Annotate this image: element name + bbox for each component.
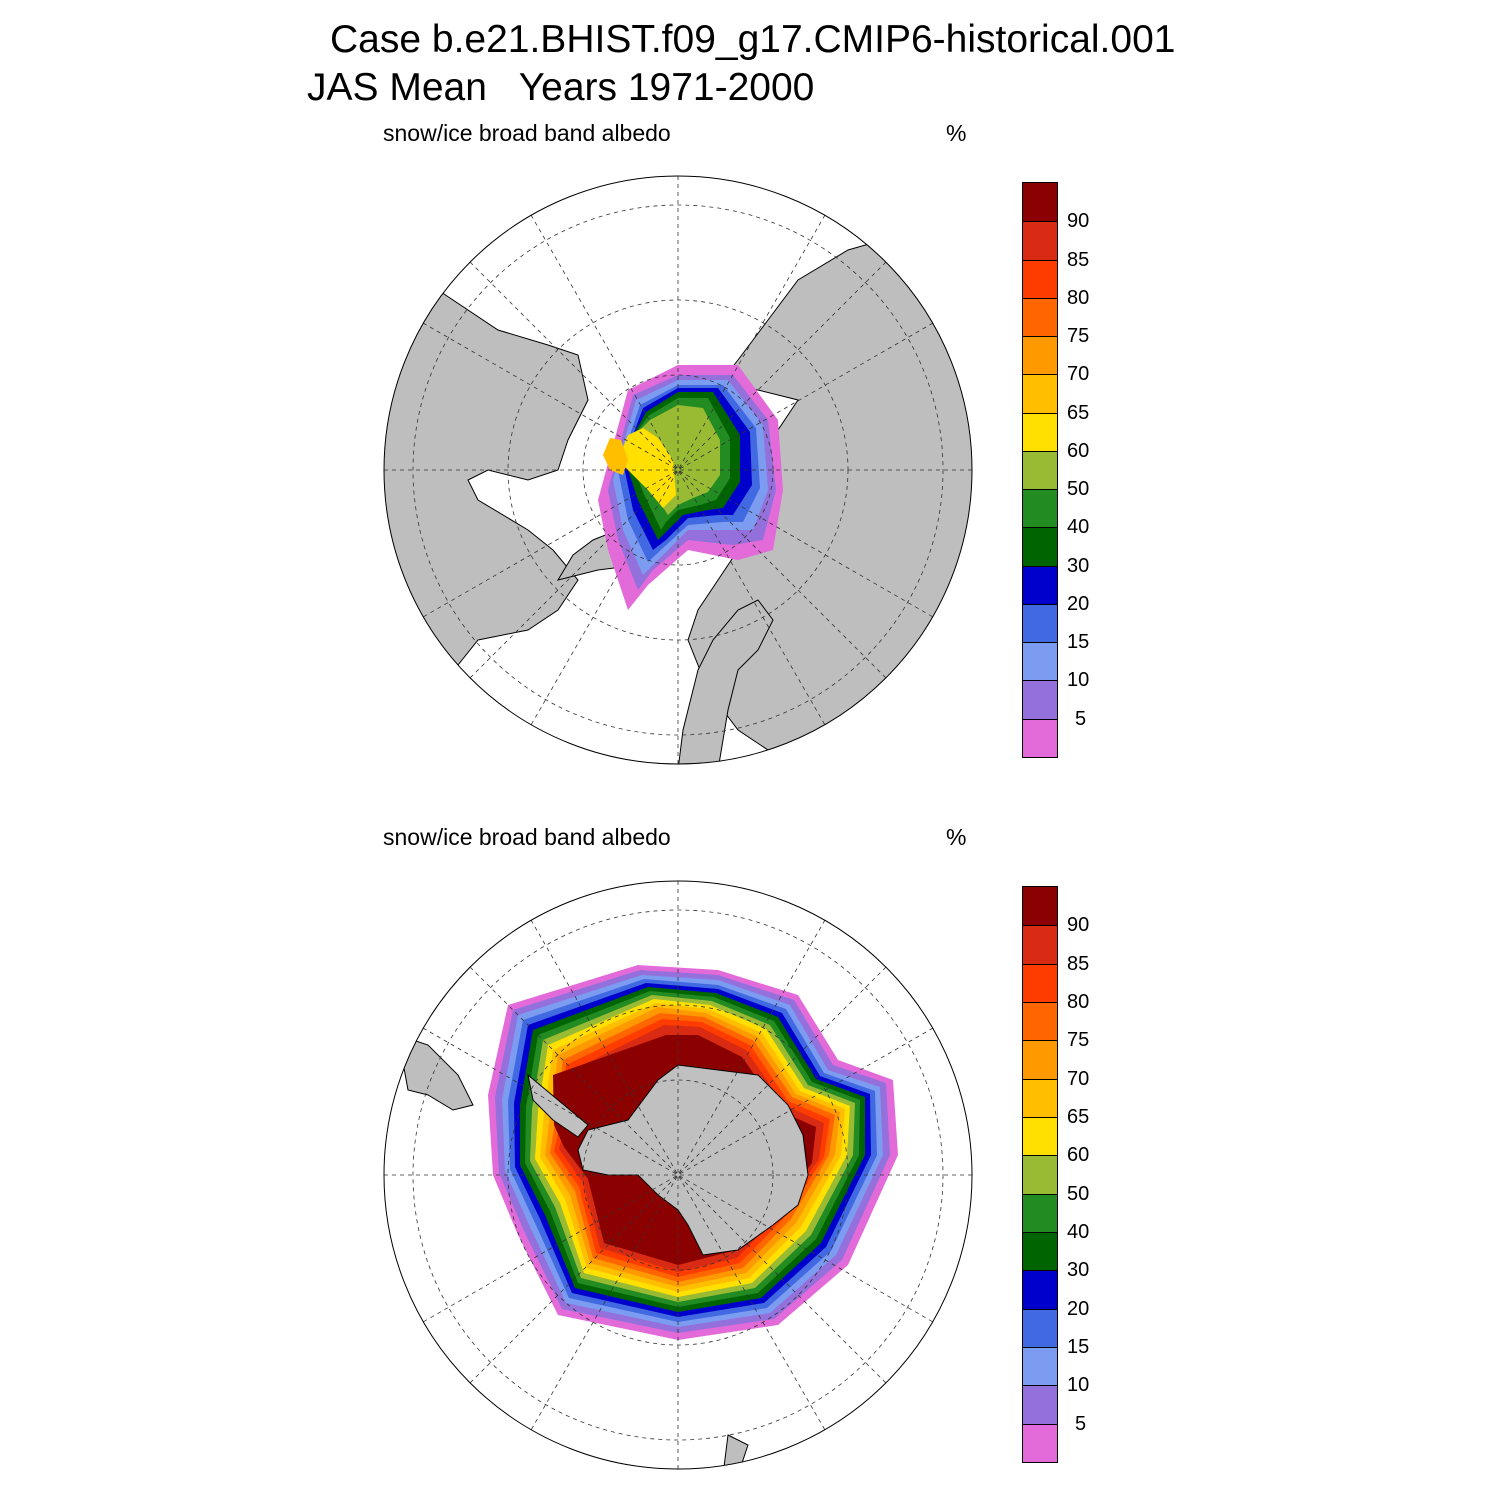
colorbar-tick-label: 50 — [1067, 1182, 1090, 1205]
colorbar-tick-label: 10 — [1067, 669, 1090, 692]
colorbar-swatch — [1023, 489, 1057, 528]
colorbar-tick-label: 90 — [1067, 210, 1090, 233]
colorbar-tick-label: 40 — [1067, 1221, 1090, 1243]
case-title: Case b.e21.BHIST.f09_g17.CMIP6-historica… — [330, 18, 1176, 61]
colorbar-swatch — [1023, 259, 1057, 298]
south-colorbar: 90 85 80 75 70 65 60 50 40 30 20 15 10 5 — [1022, 886, 1089, 1463]
south-graticule — [384, 881, 972, 1469]
colorbar-swatch — [1023, 183, 1057, 222]
colorbar-tick-label: 15 — [1067, 1336, 1090, 1358]
colorbar-swatch — [1023, 642, 1057, 681]
colorbar-swatch — [1023, 450, 1057, 490]
colorbar-swatch — [1023, 680, 1057, 719]
colorbar-tick-label: 80 — [1067, 286, 1090, 309]
south-variable-label: snow/ice broad band albedo — [383, 824, 671, 850]
colorbar-tick-label: 65 — [1067, 401, 1090, 424]
colorbar-tick-label: 75 — [1067, 325, 1090, 348]
colorbar-swatch — [1023, 1040, 1057, 1079]
colorbar-tick-label: 5 — [1075, 707, 1087, 730]
north-colorbar: 90 85 80 75 70 65 60 50 40 30 20 15 10 5 — [1022, 182, 1089, 758]
colorbar-tick-label: 85 — [1067, 952, 1090, 975]
colorbar-swatch — [1023, 1347, 1057, 1386]
colorbar-swatch — [1023, 1385, 1057, 1424]
north-variable-label: snow/ice broad band albedo — [383, 120, 671, 146]
north-ice-65 — [618, 428, 676, 508]
colorbar-tick-label: 70 — [1067, 1067, 1090, 1090]
colorbar-swatch — [1023, 718, 1057, 757]
period-title: JAS Mean Years 1971-2000 — [307, 66, 815, 109]
colorbar-swatch — [1023, 374, 1057, 413]
north-ice-70 — [603, 438, 628, 475]
north-land-scandinavia — [677, 599, 774, 764]
colorbar-swatch — [1023, 1155, 1057, 1194]
colorbar-tick-label: 40 — [1067, 516, 1090, 539]
colorbar-tick-label: 75 — [1067, 1029, 1090, 1052]
colorbar-tick-label: 60 — [1067, 439, 1090, 462]
colorbar-tick-label: 20 — [1067, 1297, 1090, 1320]
colorbar-swatch — [1023, 1270, 1057, 1309]
colorbar-swatch — [1023, 887, 1057, 926]
colorbar-swatch — [1023, 1117, 1057, 1156]
colorbar-swatch — [1023, 963, 1057, 1002]
colorbar-swatch — [1023, 527, 1057, 566]
colorbar-swatch — [1023, 336, 1057, 375]
colorbar-swatch — [1023, 1308, 1057, 1347]
colorbar-tick-label: 30 — [1067, 554, 1090, 577]
colorbar-tick-label: 90 — [1067, 914, 1090, 937]
colorbar-tick-label: 15 — [1067, 631, 1090, 654]
colorbar-swatch — [1023, 1002, 1057, 1041]
south-land-southamerica — [397, 1034, 474, 1111]
colorbar-tick-label: 5 — [1075, 1412, 1087, 1435]
colorbar-tick-label: 30 — [1067, 1259, 1090, 1282]
colorbar-tick-label: 70 — [1067, 363, 1090, 386]
south-polar-map — [383, 880, 973, 1470]
colorbar-swatch — [1023, 925, 1057, 964]
colorbar-swatch — [1023, 297, 1057, 337]
colorbar-swatch — [1023, 565, 1057, 604]
colorbar-tick-label: 60 — [1067, 1144, 1090, 1167]
colorbar-swatch — [1023, 412, 1057, 451]
colorbar-swatch — [1023, 1232, 1057, 1271]
colorbar-tick-label: 10 — [1067, 1374, 1090, 1397]
colorbar-swatch — [1023, 221, 1057, 260]
north-graticule — [384, 176, 972, 764]
north-polar-map — [383, 175, 973, 765]
colorbar-tick-label: 65 — [1067, 1106, 1090, 1128]
colorbar-tick-label: 85 — [1067, 248, 1090, 271]
colorbar-swatch — [1023, 603, 1057, 643]
colorbar-swatch — [1023, 1423, 1057, 1462]
colorbar-tick-label: 80 — [1067, 991, 1090, 1013]
colorbar-tick-label: 50 — [1067, 478, 1090, 501]
colorbar-tick-label: 20 — [1067, 592, 1090, 615]
colorbar-swatch — [1023, 1193, 1057, 1232]
south-unit-label: % — [946, 824, 967, 850]
north-unit-label: % — [946, 120, 967, 146]
north-land-northamerica — [384, 228, 589, 731]
colorbar-swatch — [1023, 1078, 1057, 1117]
